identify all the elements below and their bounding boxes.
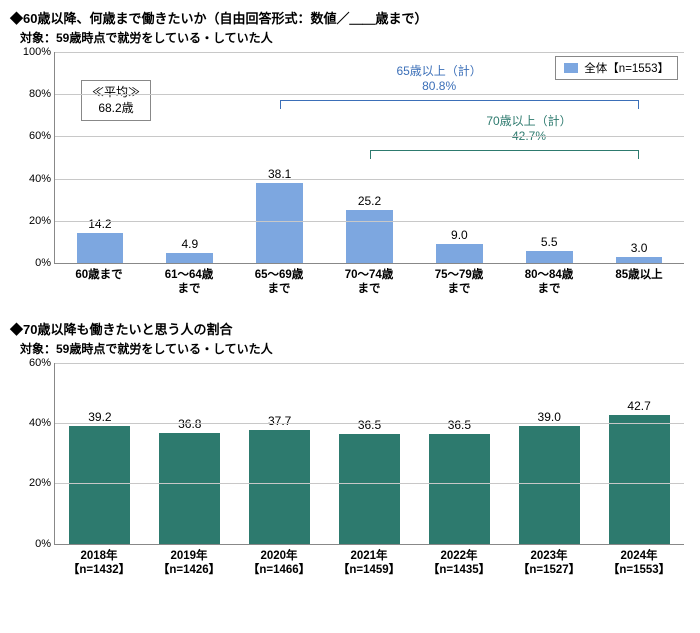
bar-value-label: 36.5	[358, 418, 381, 432]
chart2-title: ◆70歳以降も働きたいと思う人の割合	[10, 319, 690, 338]
bar-slot: 42.7	[594, 363, 684, 544]
x-tick-label: 2018年【n=1432】	[54, 549, 144, 578]
bar-value-label: 36.5	[448, 418, 471, 432]
average-value: 68.2歳	[92, 101, 140, 117]
x-tick-label: 2022年【n=1435】	[414, 549, 504, 578]
bracket-70plus	[370, 150, 640, 158]
x-tick-label: 61～64歳まで	[144, 268, 234, 297]
x-tick-label: 65～69歳まで	[234, 268, 324, 297]
legend-swatch	[564, 63, 578, 73]
bar-slot: 39.0	[504, 363, 594, 544]
bar	[436, 244, 483, 263]
bar-value-label: 4.9	[181, 237, 198, 251]
chart2: ◆70歳以降も働きたいと思う人の割合 対象：59歳時点で就労をしている・していた…	[10, 319, 690, 578]
bracket-65plus	[280, 100, 639, 108]
x-tick-label: 2021年【n=1459】	[324, 549, 414, 578]
bar	[159, 433, 220, 544]
bar	[69, 426, 130, 544]
chart2-bars: 39.2 36.8 37.7 36.5 36.5 39.0 42.7	[55, 363, 684, 544]
bar-slot: 36.5	[325, 363, 415, 544]
y-tick-label: 60%	[15, 357, 51, 369]
bar	[249, 430, 310, 544]
y-tick-label: 20%	[15, 215, 51, 227]
bar-slot: 36.5	[414, 363, 504, 544]
bar	[526, 251, 573, 263]
annot-65plus: 65歳以上（計） 80.8%	[396, 64, 481, 94]
average-box: ≪平均≫ 68.2歳	[81, 80, 151, 121]
bar	[519, 426, 580, 544]
bar	[256, 183, 303, 263]
bar	[339, 434, 400, 544]
bar	[429, 434, 490, 544]
bar-slot: 4.9	[145, 52, 235, 263]
bar-value-label: 39.0	[538, 410, 561, 424]
bar-value-label: 14.2	[88, 217, 111, 231]
y-tick-label: 40%	[15, 173, 51, 185]
x-tick-label: 75～79歳まで	[414, 268, 504, 297]
y-tick-label: 0%	[15, 257, 51, 269]
bar-value-label: 25.2	[358, 194, 381, 208]
bar	[166, 253, 213, 263]
y-tick-label: 40%	[15, 417, 51, 429]
y-tick-label: 100%	[15, 46, 51, 58]
y-tick-label: 0%	[15, 538, 51, 550]
y-tick-label: 60%	[15, 130, 51, 142]
bar-slot: 38.1	[235, 52, 325, 263]
bar	[616, 257, 663, 263]
chart1-plot: 14.2 4.9 38.1 25.2 9.0 5.5 3.0 ≪平均≫ 68.2歳 全体【n…	[54, 52, 684, 264]
chart2-plot: 39.236.837.736.536.539.042.7 0%20%40%60%	[54, 363, 684, 545]
chart1-xlabels: 60歳まで61～64歳まで65～69歳まで70～74歳まで75～79歳まで80～…	[54, 268, 684, 297]
x-tick-label: 2019年【n=1426】	[144, 549, 234, 578]
bar	[609, 415, 670, 544]
average-label: ≪平均≫	[92, 85, 140, 101]
x-tick-label: 85歳以上	[594, 268, 684, 297]
x-tick-label: 2020年【n=1466】	[234, 549, 324, 578]
chart1: ◆60歳以降、何歳まで働きたいか（自由回答形式：数値／＿＿歳まで） 対象：59歳…	[10, 8, 690, 297]
chart1-subtitle: 対象：59歳時点で就労をしている・していた人	[10, 29, 690, 46]
bar-value-label: 3.0	[631, 241, 648, 255]
legend-label: 全体【n=1553】	[584, 60, 669, 76]
annot-70plus: 70歳以上（計） 42.7%	[486, 114, 571, 144]
bar-slot: 37.7	[235, 363, 325, 544]
bar	[77, 233, 124, 263]
bar	[346, 210, 393, 263]
chart2-subtitle: 対象：59歳時点で就労をしている・していた人	[10, 340, 690, 357]
bar-slot: 36.8	[145, 363, 235, 544]
bar-value-label: 5.5	[541, 235, 558, 249]
x-tick-label: 60歳まで	[54, 268, 144, 297]
x-tick-label: 2024年【n=1553】	[594, 549, 684, 578]
bar-value-label: 39.2	[88, 410, 111, 424]
x-tick-label: 80～84歳まで	[504, 268, 594, 297]
bar-slot: 39.2	[55, 363, 145, 544]
chart2-xlabels: 2018年【n=1432】2019年【n=1426】2020年【n=1466】2…	[54, 549, 684, 578]
y-tick-label: 20%	[15, 477, 51, 489]
x-tick-label: 2023年【n=1527】	[504, 549, 594, 578]
y-tick-label: 80%	[15, 88, 51, 100]
chart1-title: ◆60歳以降、何歳まで働きたいか（自由回答形式：数値／＿＿歳まで）	[10, 8, 690, 27]
chart1-legend: 全体【n=1553】	[555, 56, 678, 80]
bar-value-label: 9.0	[451, 228, 468, 242]
bar-value-label: 42.7	[627, 399, 650, 413]
x-tick-label: 70～74歳まで	[324, 268, 414, 297]
bar-value-label: 37.7	[268, 414, 291, 428]
